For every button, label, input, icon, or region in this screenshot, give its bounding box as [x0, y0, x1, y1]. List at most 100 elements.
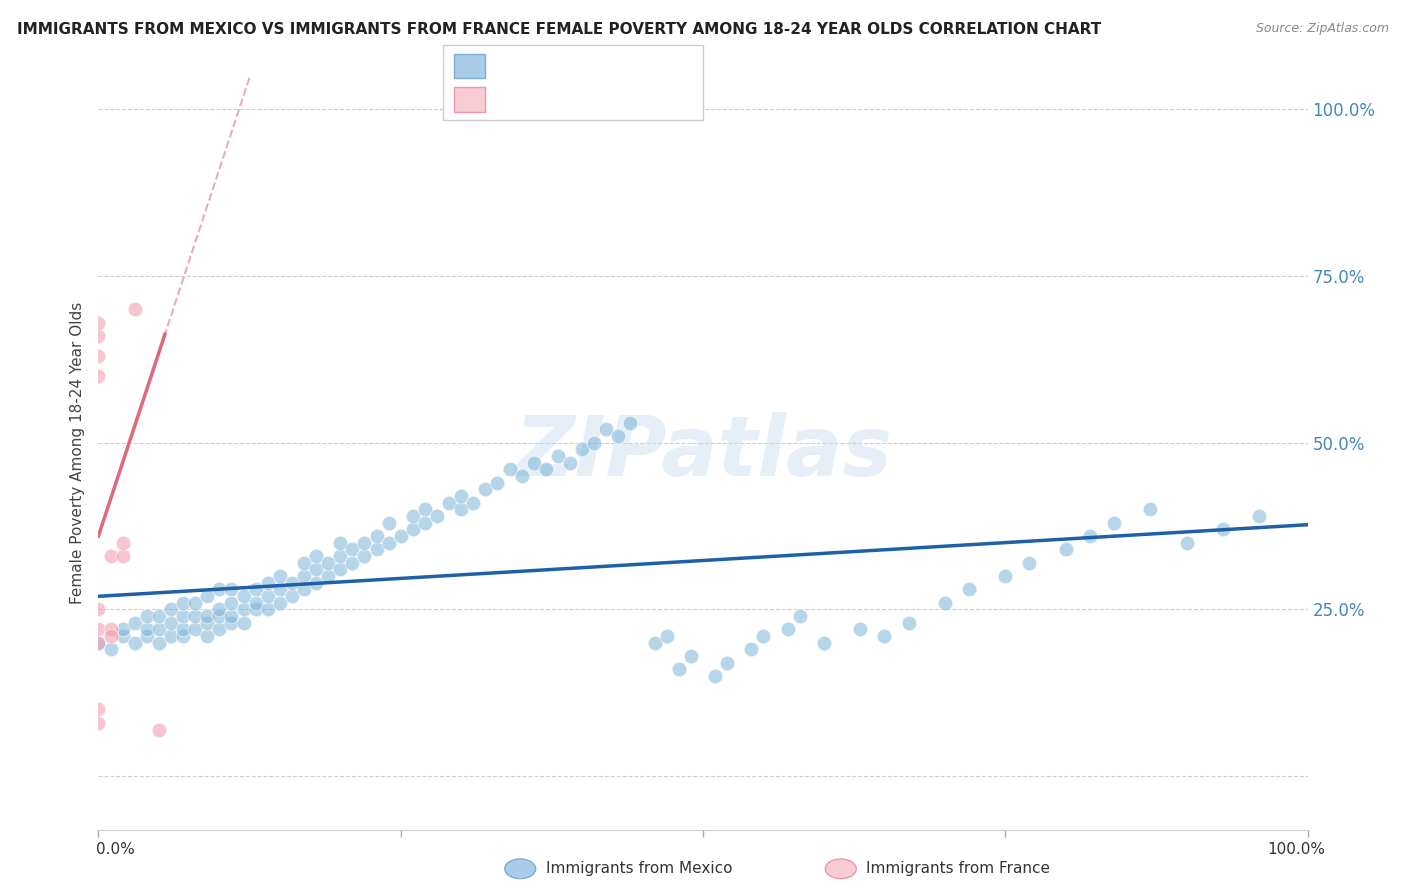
- Point: [208, 602, 231, 616]
- Point: [353, 549, 375, 563]
- Point: [342, 542, 364, 557]
- Point: [135, 609, 157, 624]
- Point: [413, 516, 436, 530]
- Text: IMMIGRANTS FROM MEXICO VS IMMIGRANTS FROM FRANCE FEMALE POVERTY AMONG 18-24 YEAR: IMMIGRANTS FROM MEXICO VS IMMIGRANTS FRO…: [17, 22, 1101, 37]
- Point: [366, 529, 388, 543]
- Point: [208, 623, 231, 637]
- Point: [1102, 516, 1125, 530]
- Point: [124, 615, 146, 630]
- Text: Immigrants from Mexico: Immigrants from Mexico: [546, 862, 733, 876]
- Point: [172, 596, 194, 610]
- Point: [813, 636, 835, 650]
- Point: [523, 456, 546, 470]
- Point: [281, 589, 304, 603]
- Point: [195, 629, 218, 643]
- Point: [100, 629, 122, 643]
- Point: [329, 535, 352, 549]
- Point: [789, 609, 811, 624]
- Point: [305, 562, 328, 576]
- Text: R =: R =: [494, 53, 527, 67]
- Point: [752, 629, 775, 643]
- Point: [256, 589, 278, 603]
- Point: [498, 462, 520, 476]
- Point: [1018, 556, 1040, 570]
- Point: [897, 615, 920, 630]
- Point: [534, 462, 557, 476]
- Point: [111, 623, 134, 637]
- Text: N =: N =: [599, 53, 633, 67]
- Point: [124, 302, 146, 317]
- Point: [256, 575, 278, 590]
- Point: [292, 569, 315, 583]
- Point: [547, 449, 569, 463]
- Point: [135, 623, 157, 637]
- Point: [679, 649, 702, 664]
- Point: [281, 575, 304, 590]
- Point: [316, 556, 339, 570]
- Text: 0.0%: 0.0%: [96, 842, 135, 856]
- Point: [87, 329, 110, 343]
- Point: [87, 715, 110, 730]
- Point: [353, 535, 375, 549]
- Point: [450, 502, 472, 516]
- Point: [402, 509, 425, 524]
- Point: [87, 623, 110, 637]
- Point: [87, 702, 110, 716]
- Point: [849, 623, 872, 637]
- Point: [87, 636, 110, 650]
- Point: [221, 596, 243, 610]
- Point: [148, 636, 170, 650]
- Point: [329, 549, 352, 563]
- Point: [704, 669, 727, 683]
- Point: [111, 629, 134, 643]
- Point: [87, 602, 110, 616]
- Point: [644, 636, 666, 650]
- Point: [232, 589, 254, 603]
- Point: [558, 456, 581, 470]
- Text: 100.0%: 100.0%: [1267, 842, 1326, 856]
- Point: [208, 582, 231, 597]
- Text: 16: 16: [638, 89, 665, 103]
- Point: [1175, 535, 1198, 549]
- Point: [366, 542, 388, 557]
- Point: [776, 623, 799, 637]
- Text: 115: 115: [638, 53, 669, 67]
- Point: [510, 469, 533, 483]
- Point: [245, 596, 267, 610]
- Point: [172, 623, 194, 637]
- Point: [269, 596, 291, 610]
- Point: [486, 475, 509, 490]
- Point: [160, 602, 183, 616]
- Point: [184, 609, 207, 624]
- Point: [1212, 522, 1234, 536]
- Point: [269, 569, 291, 583]
- Point: [1249, 509, 1271, 524]
- Text: Source: ZipAtlas.com: Source: ZipAtlas.com: [1256, 22, 1389, 36]
- Point: [195, 609, 218, 624]
- Point: [111, 549, 134, 563]
- Text: 0.619: 0.619: [536, 53, 583, 67]
- Point: [716, 656, 738, 670]
- Point: [607, 429, 630, 443]
- Point: [221, 609, 243, 624]
- Point: [87, 316, 110, 330]
- Point: [305, 575, 328, 590]
- Point: [655, 629, 678, 643]
- Text: R =: R =: [494, 89, 527, 103]
- Point: [160, 615, 183, 630]
- Text: 0.037: 0.037: [536, 89, 583, 103]
- Point: [232, 602, 254, 616]
- Point: [208, 609, 231, 624]
- Point: [87, 636, 110, 650]
- Point: [437, 496, 460, 510]
- Point: [595, 422, 617, 436]
- Point: [329, 562, 352, 576]
- Point: [873, 629, 896, 643]
- Point: [413, 502, 436, 516]
- Point: [87, 369, 110, 384]
- Point: [148, 623, 170, 637]
- Point: [184, 623, 207, 637]
- Point: [668, 663, 690, 677]
- Point: [463, 496, 485, 510]
- Point: [402, 522, 425, 536]
